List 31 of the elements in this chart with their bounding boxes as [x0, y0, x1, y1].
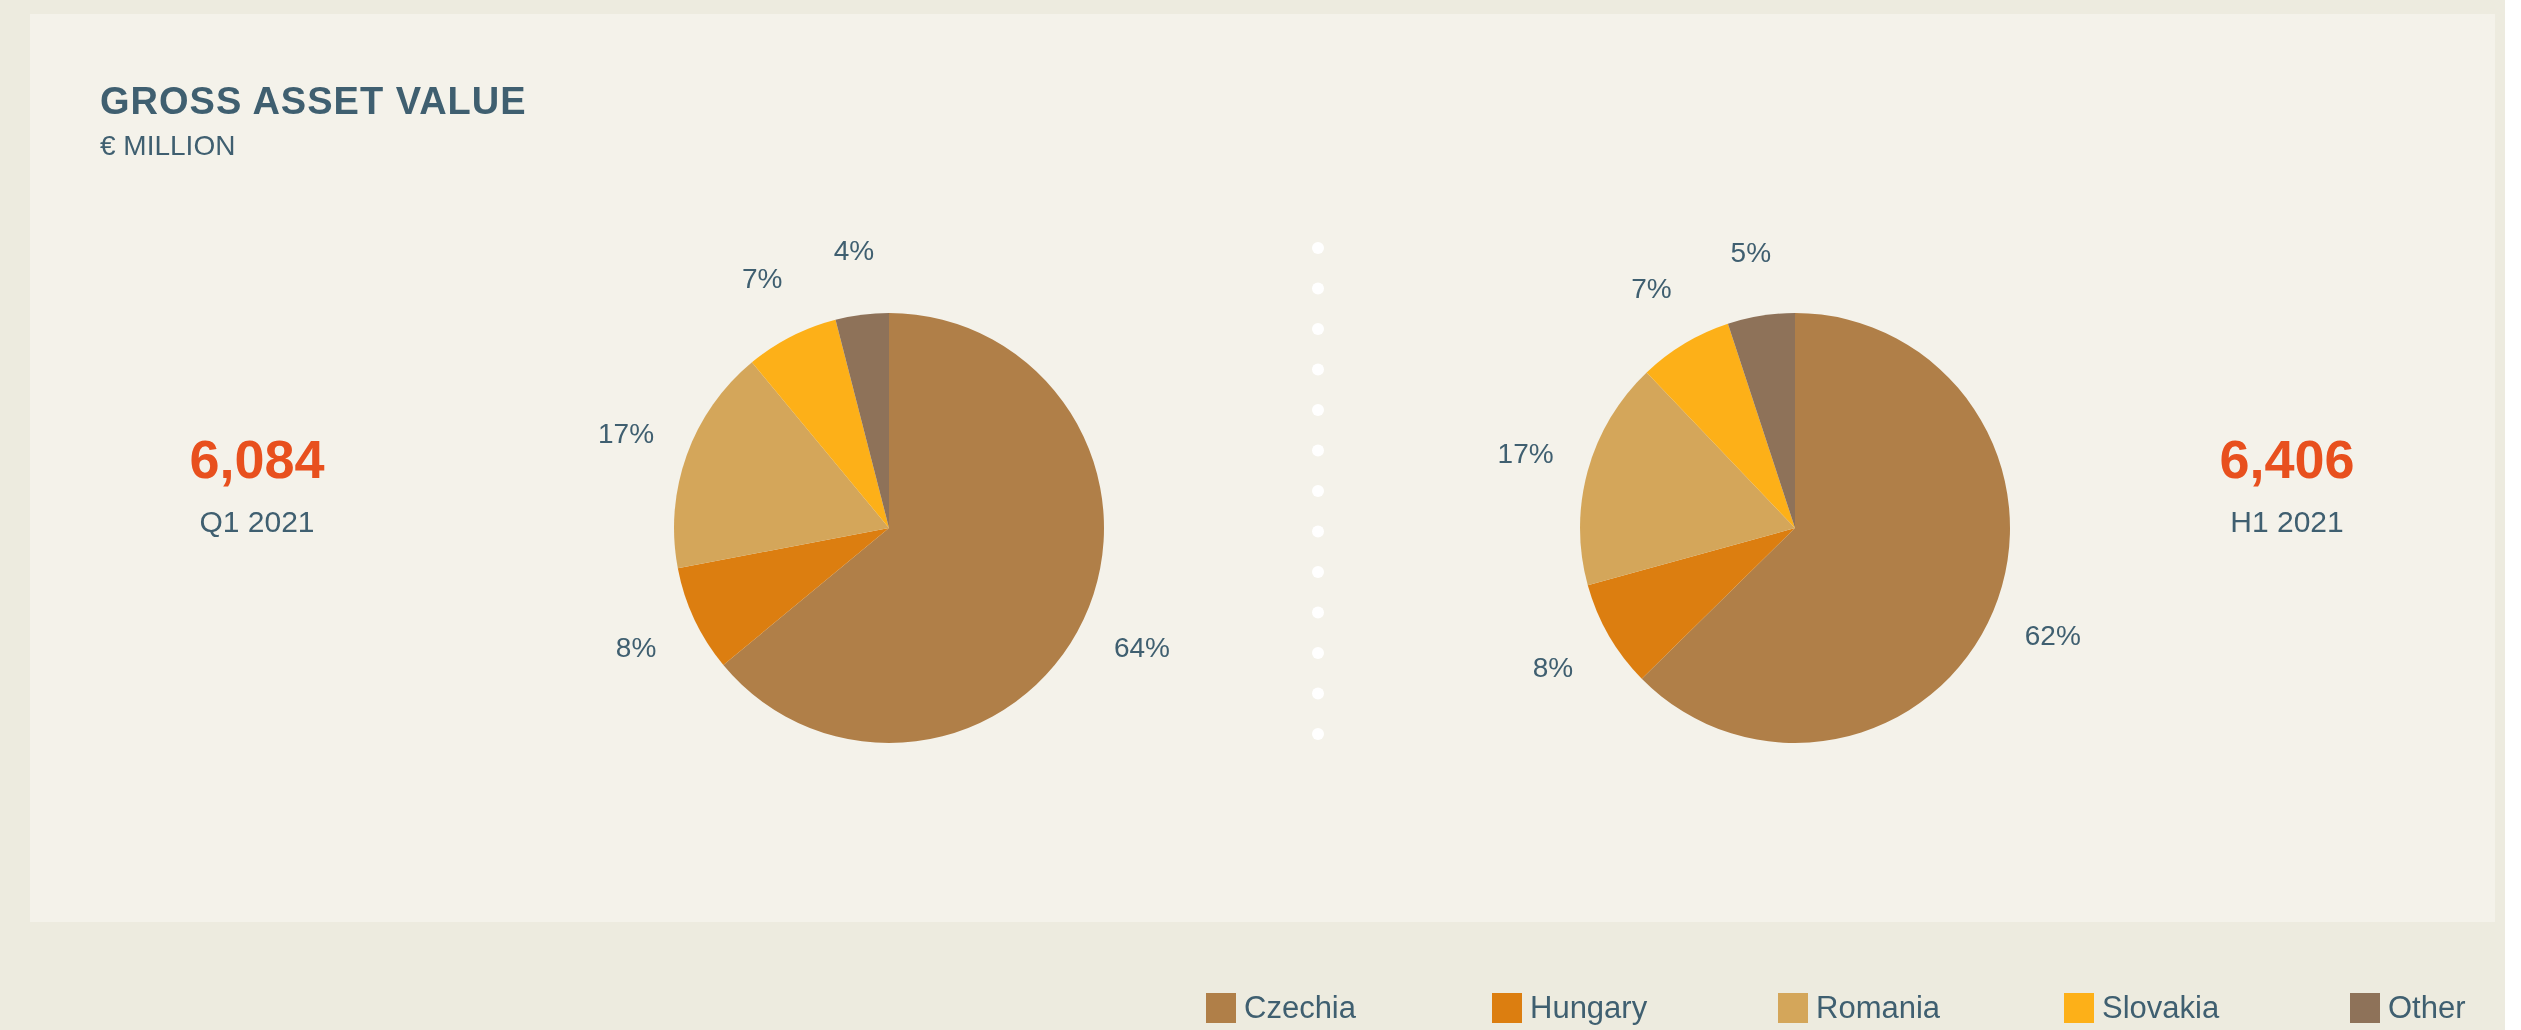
data-label: 7%: [1631, 272, 1672, 304]
pie-slice: [1646, 323, 1795, 528]
chart-title: GROSS ASSET VALUE: [100, 80, 527, 123]
pie-slice: [1727, 313, 1795, 528]
pie-slice: [1587, 528, 1795, 679]
data-label: 7%: [741, 263, 783, 295]
legend-label: Romania: [1816, 990, 1941, 1026]
pie-slice: [677, 528, 889, 666]
legend-label: Hungary: [1530, 990, 1648, 1026]
pie-slice: [751, 319, 889, 528]
legend-label: Other: [2388, 990, 2466, 1026]
legend-label: Slovakia: [2102, 990, 2220, 1026]
text: H1 2021: [2229, 505, 2345, 539]
pie-slice: [1641, 313, 2010, 743]
data-label: 17%: [1497, 438, 1554, 470]
data-label: 8%: [1532, 652, 1574, 684]
text: 6,084: [188, 428, 326, 490]
text: Q1 2021: [198, 505, 316, 539]
pie-slice: [835, 313, 889, 528]
data-label: 4%: [833, 235, 875, 267]
data-label: 64%: [1113, 631, 1170, 663]
text: 6,406: [2218, 428, 2356, 490]
data-label: 8%: [615, 631, 657, 663]
data-label: 17%: [598, 417, 655, 449]
pie-slice: [674, 362, 889, 569]
text: € MILLION: [100, 130, 236, 162]
pie-slice: [723, 313, 1104, 743]
data-label: 62%: [2024, 620, 2081, 652]
data-label: 5%: [1730, 236, 1772, 268]
legend-label: Czechia: [1244, 990, 1356, 1026]
pie-slice: [1580, 372, 1795, 586]
